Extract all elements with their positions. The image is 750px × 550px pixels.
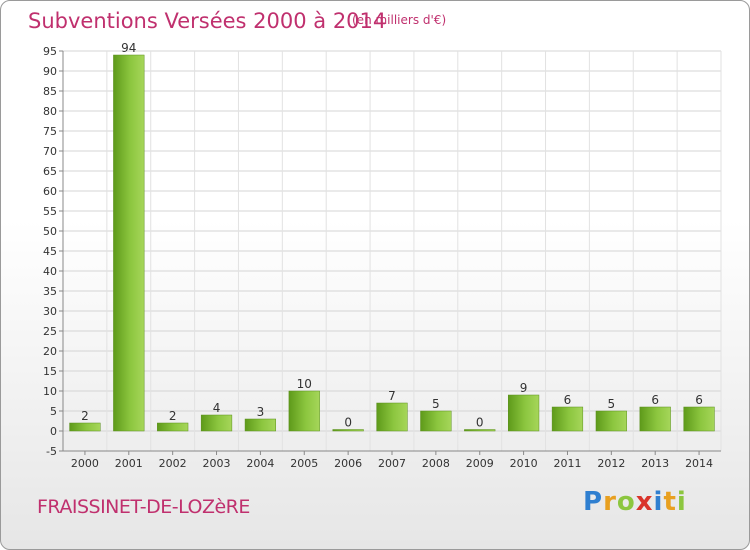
bar-2013 — [639, 406, 671, 432]
bar-2000 — [69, 422, 101, 432]
y-tick-label: 60 — [43, 185, 57, 198]
data-label-2011: 6 — [564, 393, 572, 407]
x-tick-label-2005: 2005 — [290, 457, 318, 470]
y-tick-label: 65 — [43, 165, 57, 178]
x-tick-label-2009: 2009 — [466, 457, 494, 470]
bar-2010 — [507, 394, 540, 432]
y-tick-label: 75 — [43, 125, 57, 138]
y-tick-label: 15 — [43, 365, 57, 378]
data-label-2012: 5 — [608, 397, 616, 411]
axes — [59, 50, 721, 455]
x-tick-label-2010: 2010 — [510, 457, 538, 470]
y-tick-label: 80 — [43, 105, 57, 118]
data-label-2003: 4 — [213, 401, 221, 415]
x-tick-label-2008: 2008 — [422, 457, 450, 470]
x-tick-label-2003: 2003 — [203, 457, 231, 470]
y-tick-label: 25 — [43, 325, 57, 338]
data-label-2009: 0 — [476, 416, 484, 430]
y-tick-label: 95 — [43, 45, 57, 58]
bar-2012 — [595, 410, 627, 432]
logo-letter: x — [635, 487, 654, 517]
bar-2009 — [464, 429, 496, 432]
bar-2011 — [551, 406, 584, 432]
data-label-2000: 2 — [81, 409, 89, 423]
x-tick-label-2012: 2012 — [597, 457, 625, 470]
data-label-2004: 3 — [257, 405, 265, 419]
y-tick-label: 0 — [50, 425, 57, 438]
data-label-2010: 9 — [520, 381, 528, 395]
bar-2001 — [113, 54, 145, 432]
chart-subtitle: (en milliers d'€) — [352, 13, 447, 27]
bar-2005 — [288, 390, 320, 432]
x-tick-label-2002: 2002 — [159, 457, 187, 470]
chart-title: Subventions Versées 2000 à 2014 — [28, 9, 387, 33]
logo-letter: i — [653, 487, 664, 517]
bar-2004 — [244, 418, 277, 432]
y-tick-label: 55 — [43, 205, 57, 218]
x-tick-label-2014: 2014 — [685, 457, 713, 470]
y-tick-label: 85 — [43, 85, 57, 98]
bar-2014 — [683, 406, 715, 432]
labels: -505101520253035404550556065707580859095… — [43, 41, 713, 470]
proxiti-logo: Proxiti — [583, 487, 687, 517]
data-label-2001: 94 — [121, 41, 136, 55]
y-tick-label: 30 — [43, 305, 57, 318]
data-label-2013: 6 — [651, 393, 659, 407]
data-label-2007: 7 — [388, 389, 396, 403]
y-tick-label: 20 — [43, 345, 57, 358]
y-tick-label: -5 — [46, 445, 57, 458]
x-tick-label-2013: 2013 — [641, 457, 669, 470]
y-tick-label: 90 — [43, 65, 57, 78]
bars — [69, 54, 715, 432]
x-tick-label-2007: 2007 — [378, 457, 406, 470]
x-tick-label-2001: 2001 — [115, 457, 143, 470]
y-tick-label: 50 — [43, 225, 57, 238]
logo-letter: t — [663, 487, 677, 517]
x-tick-label-2000: 2000 — [71, 457, 99, 470]
bar-2008 — [420, 410, 452, 432]
y-tick-label: 70 — [43, 145, 57, 158]
x-tick-label-2011: 2011 — [553, 457, 581, 470]
y-tick-label: 10 — [43, 385, 57, 398]
data-label-2006: 0 — [344, 416, 352, 430]
y-tick-label: 5 — [50, 405, 57, 418]
data-label-2002: 2 — [169, 409, 177, 423]
data-label-2005: 10 — [297, 377, 312, 391]
x-tick-label-2006: 2006 — [334, 457, 362, 470]
bar-2006 — [332, 429, 364, 432]
data-label-2014: 6 — [695, 393, 703, 407]
y-tick-label: 45 — [43, 245, 57, 258]
logo-letter: P — [583, 487, 604, 517]
bar-2002 — [157, 422, 189, 432]
data-label-2008: 5 — [432, 397, 440, 411]
commune-name: FRAISSINET-DE-LOZèRE — [37, 496, 250, 518]
bar-2007 — [376, 402, 408, 432]
bar-2003 — [200, 414, 233, 432]
x-tick-label-2004: 2004 — [246, 457, 274, 470]
logo-letter: i — [676, 487, 687, 517]
logo-letter: o — [616, 487, 636, 517]
y-tick-label: 35 — [43, 285, 57, 298]
y-tick-label: 40 — [43, 265, 57, 278]
logo-letter: r — [603, 487, 617, 517]
